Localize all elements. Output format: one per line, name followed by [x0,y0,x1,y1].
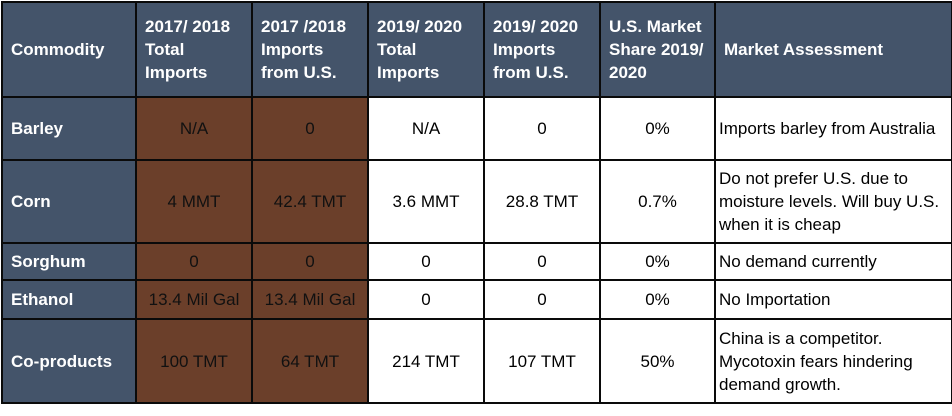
us-market-share-cell: 50% [599,318,716,404]
commodity-imports-table: Commodity 2017/ 2018 Total Imports 2017 … [1,1,952,404]
total-imports-2017-2018-cell: 100 TMT [135,318,253,404]
total-imports-2017-2018-cell: N/A [135,96,253,161]
total-imports-2019-2020-cell: 3.6 MMT [367,159,485,244]
header-market-assessment: Market Assessment [714,1,952,98]
table-row: Sorghum 0 0 0 0 0% No demand currently [1,242,952,281]
imports-from-us-2019-2020-cell: 107 TMT [483,318,601,404]
commodity-cell: Sorghum [1,242,137,281]
market-assessment-cell: No demand currently [714,242,952,281]
imports-from-us-2017-2018-cell: 64 TMT [251,318,369,404]
imports-from-us-2019-2020-cell: 28.8 TMT [483,159,601,244]
us-market-share-cell: 0% [599,96,716,161]
us-market-share-cell: 0.7% [599,159,716,244]
table-row: Barley N/A 0 N/A 0 0% Imports barley fro… [1,96,952,161]
header-total-imports-2017-2018: 2017/ 2018 Total Imports [135,1,253,98]
total-imports-2019-2020-cell: N/A [367,96,485,161]
total-imports-2019-2020-cell: 0 [367,279,485,320]
market-assessment-cell: Imports barley from Australia [714,96,952,161]
imports-from-us-2017-2018-cell: 0 [251,96,369,161]
header-imports-from-us-2017-2018: 2017 /2018 Imports from U.S. [251,1,369,98]
header-commodity: Commodity [1,1,137,98]
total-imports-2019-2020-cell: 0 [367,242,485,281]
imports-from-us-2019-2020-cell: 0 [483,242,601,281]
total-imports-2017-2018-cell: 0 [135,242,253,281]
header-us-market-share-2019-2020: U.S. Market Share 2019/ 2020 [599,1,716,98]
commodity-cell: Co-products [1,318,137,404]
total-imports-2017-2018-cell: 13.4 Mil Gal [135,279,253,320]
imports-from-us-2019-2020-cell: 0 [483,96,601,161]
total-imports-2019-2020-cell: 214 TMT [367,318,485,404]
market-assessment-cell: China is a competitor. Mycotoxin fears h… [714,318,952,404]
commodity-cell: Corn [1,159,137,244]
table-row: Corn 4 MMT 42.4 TMT 3.6 MMT 28.8 TMT 0.7… [1,159,952,244]
table-row: Co-products 100 TMT 64 TMT 214 TMT 107 T… [1,318,952,404]
market-assessment-cell: No Importation [714,279,952,320]
total-imports-2017-2018-cell: 4 MMT [135,159,253,244]
us-market-share-cell: 0% [599,279,716,320]
header-imports-from-us-2019-2020: 2019/ 2020 Imports from U.S. [483,1,601,98]
commodity-cell: Ethanol [1,279,137,320]
imports-from-us-2017-2018-cell: 42.4 TMT [251,159,369,244]
header-total-imports-2019-2020: 2019/ 2020 Total Imports [367,1,485,98]
header-row: Commodity 2017/ 2018 Total Imports 2017 … [1,1,952,98]
imports-from-us-2017-2018-cell: 0 [251,242,369,281]
us-market-share-cell: 0% [599,242,716,281]
market-assessment-cell: Do not prefer U.S. due to moisture level… [714,159,952,244]
commodity-cell: Barley [1,96,137,161]
imports-from-us-2019-2020-cell: 0 [483,279,601,320]
imports-from-us-2017-2018-cell: 13.4 Mil Gal [251,279,369,320]
table-row: Ethanol 13.4 Mil Gal 13.4 Mil Gal 0 0 0%… [1,279,952,320]
